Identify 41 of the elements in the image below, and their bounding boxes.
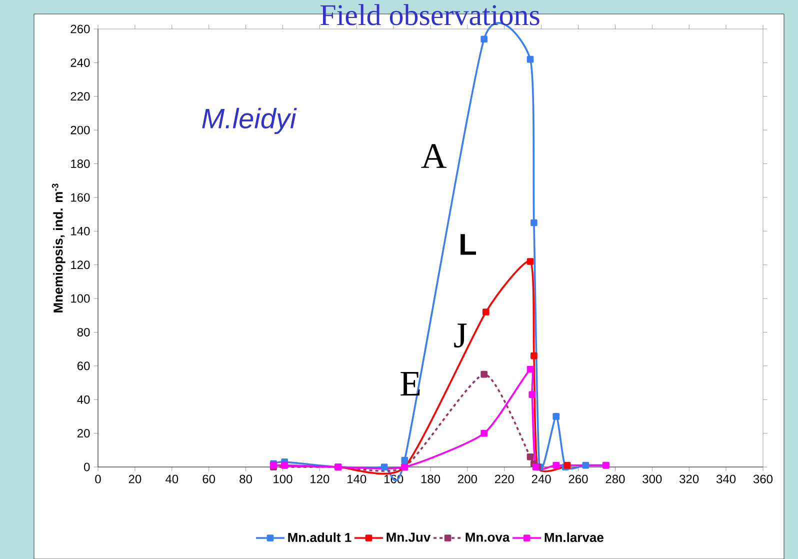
x-tick-label: 100 [274, 474, 292, 484]
legend-label: Mn.adult 1 [288, 532, 352, 542]
x-tick-label: 220 [494, 474, 514, 484]
y-tick-label: 180 [71, 160, 90, 168]
y-tick-label: 160 [71, 193, 90, 202]
legend-label: Mn.larvae [544, 532, 604, 542]
x-tick-label: 180 [421, 474, 440, 484]
y-tick-label: 220 [70, 92, 90, 101]
x-tick-label: 200 [458, 474, 477, 484]
y-tick-label: 140 [71, 226, 90, 236]
x-tick-label: 360 [753, 474, 773, 484]
y-tick-label: 100 [71, 294, 90, 303]
annotation: A [421, 144, 447, 168]
x-tick-label: 120 [310, 474, 330, 484]
x-tick-label: 40 [166, 474, 178, 484]
x-tick-label: 260 [568, 474, 588, 484]
x-tick-label: 140 [348, 474, 366, 484]
legend-label: Mn.ova [466, 532, 510, 542]
x-tick-label: 80 [240, 474, 252, 484]
annotation: M.leidyi [202, 108, 297, 134]
y-tick-label: 40 [77, 395, 90, 404]
x-tick-label: 340 [716, 474, 736, 484]
x-tick-label: 300 [642, 474, 662, 484]
y-tick-label: 260 [70, 24, 90, 34]
x-tick-label: 60 [202, 474, 216, 484]
y-tick-label: 200 [70, 126, 90, 134]
x-tick-label: 20 [128, 474, 142, 484]
legend-label: Mn.Juv [386, 532, 431, 542]
y-axis-title: Mnemiopsis, ind. m$^{-3}$ [52, 184, 66, 312]
x-tick-label: 280 [606, 474, 625, 484]
annotation: J [454, 324, 467, 348]
y-tick-label: 0 [84, 462, 90, 472]
x-tick-label: 320 [680, 474, 699, 484]
x-tick-label: 240 [532, 474, 551, 484]
y-tick-label: 240 [70, 58, 90, 67]
annotation: L [460, 234, 476, 255]
y-tick-label: 20 [77, 429, 90, 438]
y-tick-label: 60 [77, 362, 90, 370]
x-tick-label: 0 [95, 474, 101, 484]
y-tick-label: 80 [77, 328, 90, 336]
y-tick-label: 120 [71, 260, 90, 270]
